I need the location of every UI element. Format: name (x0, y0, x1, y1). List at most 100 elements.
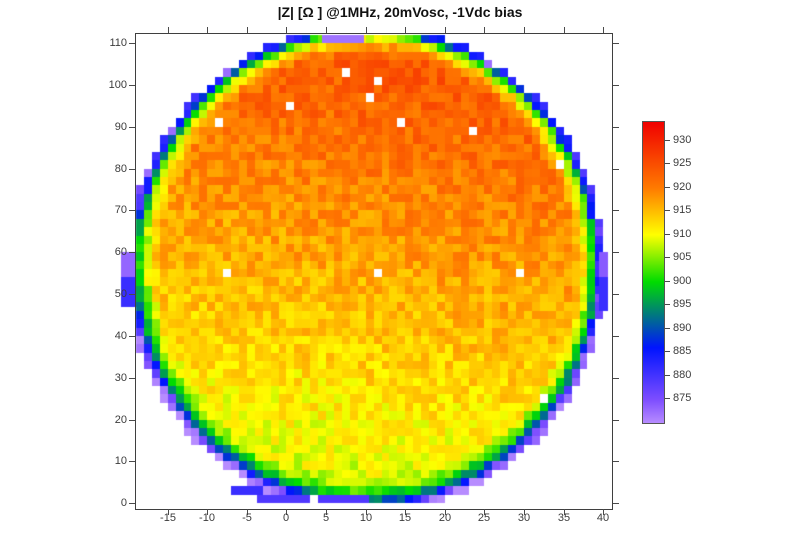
y-axis-tick (129, 252, 135, 253)
colorbar (642, 121, 665, 424)
colorbar-tick-label: 910 (673, 228, 692, 240)
x-tick-label: 10 (359, 512, 373, 524)
y-axis-right-tick (613, 252, 619, 253)
x-axis-tick (207, 509, 208, 515)
y-axis-right-tick (613, 294, 619, 295)
y-tick-label: 0 (120, 497, 127, 509)
x-axis-tick (484, 509, 485, 515)
y-tick-label: 80 (114, 163, 127, 175)
colorbar-tick (665, 375, 670, 376)
x-axis-tick (445, 509, 446, 515)
colorbar-tick-label: 920 (673, 181, 692, 193)
x-tick-label: -10 (199, 512, 215, 524)
x-tick-label: 5 (322, 512, 330, 524)
y-axis-tick (129, 336, 135, 337)
x-axis-top-tick (247, 27, 248, 33)
x-axis-top-tick (524, 27, 525, 33)
x-axis-top-tick (168, 27, 169, 33)
x-axis-tick (286, 509, 287, 515)
x-tick-label: 30 (517, 512, 531, 524)
colorbar-tick-label: 895 (673, 298, 692, 310)
x-tick-label: -5 (242, 512, 252, 524)
y-tick-label: 110 (109, 37, 127, 49)
y-axis-tick (129, 420, 135, 421)
x-tick-label: 40 (596, 512, 610, 524)
y-axis-tick (129, 210, 135, 211)
x-axis-tick (524, 509, 525, 515)
y-axis-right-tick (613, 503, 619, 504)
colorbar-tick (665, 187, 670, 188)
colorbar-tick (665, 281, 670, 282)
chart-title: |Z| [Ω ] @1MHz, 20mVosc, -1Vdc bias (277, 4, 523, 20)
colorbar-tick-label: 880 (673, 369, 692, 381)
colorbar-tick (665, 328, 670, 329)
colorbar-tick (665, 163, 670, 164)
colorbar-tick-label: 930 (673, 134, 692, 146)
colorbar-tick (665, 351, 670, 352)
colorbar-tick (665, 140, 670, 141)
x-axis-top-tick (207, 27, 208, 33)
x-axis-top-tick (484, 27, 485, 33)
y-tick-label: 60 (114, 246, 127, 258)
colorbar-tick (665, 234, 670, 235)
y-axis-tick (129, 169, 135, 170)
colorbar-tick-label: 915 (673, 204, 692, 216)
y-axis-tick (129, 43, 135, 44)
y-axis-right-tick (613, 378, 619, 379)
y-tick-label: 40 (114, 330, 127, 342)
x-tick-label: 35 (557, 512, 571, 524)
x-tick-label: -15 (160, 512, 176, 524)
x-axis-tick (168, 509, 169, 515)
x-axis-top-tick (564, 27, 565, 33)
y-axis-right-tick (613, 420, 619, 421)
x-axis-tick (603, 509, 604, 515)
x-tick-label: 20 (438, 512, 452, 524)
y-axis-right-tick (613, 461, 619, 462)
x-axis-top-tick (405, 27, 406, 33)
y-axis-tick (129, 127, 135, 128)
y-tick-label: 90 (114, 121, 127, 133)
x-tick-label: 15 (398, 512, 412, 524)
y-axis-right-tick (613, 127, 619, 128)
colorbar-tick-label: 875 (673, 392, 692, 404)
y-axis-right-tick (613, 43, 619, 44)
y-axis-right-tick (613, 210, 619, 211)
y-tick-label: 20 (114, 414, 127, 426)
colorbar-tick-label: 905 (673, 251, 692, 263)
colorbar-tick-label: 885 (673, 345, 692, 357)
colorbar-tick-label: 900 (673, 275, 692, 287)
x-axis-top-tick (603, 27, 604, 33)
colorbar-tick-label: 925 (673, 157, 692, 169)
x-axis-tick (564, 509, 565, 515)
x-axis-top-tick (445, 27, 446, 33)
x-tick-label: 0 (282, 512, 290, 524)
y-axis-tick (129, 503, 135, 504)
y-axis-right-tick (613, 85, 619, 86)
x-axis-tick (247, 509, 248, 515)
y-axis-right-tick (613, 169, 619, 170)
y-axis-tick (129, 85, 135, 86)
y-axis-right-tick (613, 336, 619, 337)
y-axis-tick (129, 461, 135, 462)
y-tick-label: 30 (114, 372, 127, 384)
y-tick-label: 70 (114, 204, 127, 216)
x-axis-top-tick (366, 27, 367, 33)
y-tick-label: 50 (114, 288, 127, 300)
x-axis-tick (326, 509, 327, 515)
y-tick-label: 10 (114, 455, 127, 467)
y-tick-label: 100 (108, 79, 127, 91)
x-axis-tick (405, 509, 406, 515)
y-axis-tick (129, 294, 135, 295)
x-axis-top-tick (286, 27, 287, 33)
x-axis-top-tick (326, 27, 327, 33)
colorbar-tick (665, 398, 670, 399)
colorbar-tick-label: 890 (673, 322, 692, 334)
x-axis-tick (366, 509, 367, 515)
y-axis-tick (129, 378, 135, 379)
x-tick-label: 25 (477, 512, 491, 524)
colorbar-tick (665, 257, 670, 258)
colorbar-tick (665, 304, 670, 305)
colorbar-tick (665, 210, 670, 211)
